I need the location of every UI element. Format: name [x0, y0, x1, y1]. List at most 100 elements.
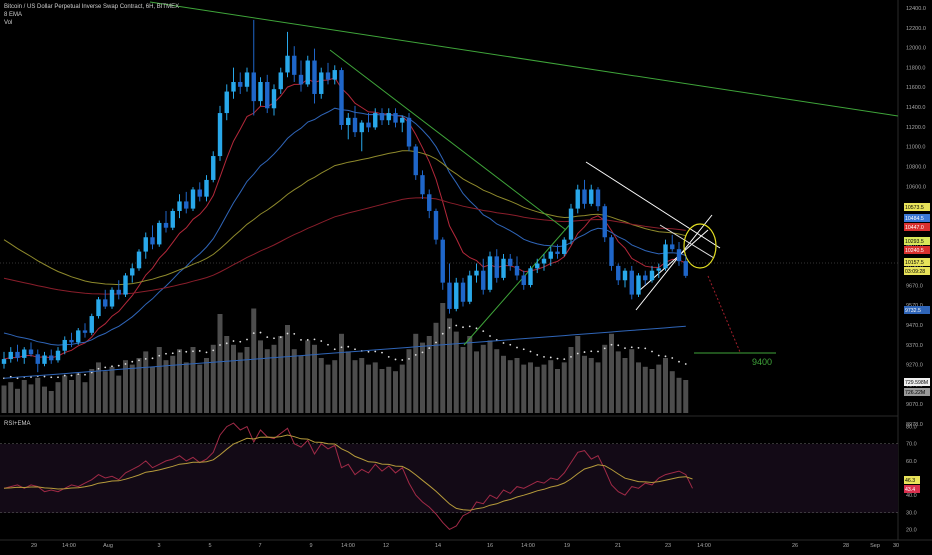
volume-ma-dot [70, 374, 73, 377]
candle-body [535, 263, 540, 269]
rsi-band [0, 444, 898, 513]
candle-body [663, 244, 668, 269]
candle-body [629, 270, 634, 295]
price-marker-label: 10157.5 [905, 260, 924, 266]
volume-bar [359, 358, 365, 413]
candle-body [352, 117, 358, 133]
volume-ma-dot [367, 350, 370, 353]
downtrend-line [329, 49, 567, 231]
volume-ma-dot [489, 335, 491, 337]
candle-body [150, 237, 155, 245]
price-marker-label: 726.22M [905, 390, 925, 396]
volume-bar [555, 369, 560, 413]
volume-bar [366, 364, 371, 413]
volume-ma-dot [475, 327, 478, 330]
volume-bar [305, 340, 311, 413]
volume-ma-dot [448, 326, 451, 329]
volume-ma-dot [468, 325, 471, 328]
volume-ma-dot [185, 350, 188, 353]
volume-bar [602, 344, 608, 413]
volume-bar [285, 325, 290, 413]
price-axis-tick: 10600.0 [906, 184, 926, 190]
volume-bar [35, 377, 41, 413]
candle-body [82, 330, 88, 333]
legend-ema: 8 EMA [4, 12, 23, 18]
candle-body [413, 146, 418, 176]
volume-ma-dot [212, 349, 215, 352]
candle-body [177, 201, 182, 211]
volume-bar [582, 355, 587, 413]
volume-bar [548, 360, 554, 413]
volume-bar [669, 371, 675, 413]
candle-body [562, 239, 567, 254]
candle-body [103, 299, 108, 307]
volume-ma-dot [354, 348, 356, 351]
volume-ma-dot [246, 338, 248, 341]
candle-body [514, 265, 520, 276]
volume-ma-dot [462, 326, 464, 329]
candle-body [55, 350, 61, 361]
volume-ma-dot [252, 332, 255, 335]
price-axis-tick: 11000.0 [906, 145, 925, 151]
volume-bar [42, 386, 47, 413]
volume-ma-dot [111, 365, 113, 368]
price-axis-tick: 9670.0 [906, 283, 923, 289]
time-axis-tick: 28 [843, 543, 849, 549]
volume-ma-dot [266, 336, 269, 338]
price-axis-tick: 9070.0 [906, 402, 923, 408]
candle-body [123, 275, 128, 295]
volume-bar [190, 347, 196, 413]
price-marker-label: 10484.5 [905, 216, 924, 222]
price-marker-label: 10447.0 [905, 225, 924, 231]
volume-ma-dot [151, 357, 154, 360]
time-axis-tick: 3 [157, 543, 160, 549]
price-marker-label: 03:09:28 [905, 269, 925, 275]
rsi-marker-label: 43.4 [905, 487, 915, 493]
candle-body [285, 55, 290, 73]
candle-body [636, 275, 641, 295]
volume-bar [568, 347, 574, 413]
volume-ma-dot [313, 338, 316, 341]
time-axis-tick: Aug [103, 543, 113, 549]
volume-bar [123, 360, 128, 413]
volume-bar [393, 371, 398, 413]
volume-bars [1, 303, 689, 413]
price-marker-bg [904, 258, 930, 266]
price-axis-tick: 9370.0 [906, 343, 923, 349]
rsi-marker-bg [904, 485, 920, 493]
candle-body [420, 175, 425, 195]
volume-ma-dot [347, 345, 350, 348]
rsi-marker-label: 46.3 [905, 478, 915, 484]
rsi-axis-tick: 80.0 [906, 425, 917, 431]
volume-bar [656, 364, 662, 413]
volume-bar [460, 347, 466, 413]
volume-ma-dot [516, 346, 518, 349]
candle-body [541, 258, 547, 264]
volume-ma-dot [131, 360, 134, 363]
candle-body [393, 113, 398, 123]
volume-ma-dot [664, 355, 667, 358]
candle-body [440, 239, 445, 283]
volume-ma-dot [421, 351, 424, 354]
volume-ma-dot [293, 332, 296, 335]
volume-bar [224, 336, 230, 413]
volume-bar [89, 369, 95, 413]
volume-bar [231, 344, 236, 413]
candle-body [332, 70, 337, 80]
volume-bar [96, 362, 101, 413]
annotations: 9400 [752, 357, 772, 367]
volume-ma-dot [570, 355, 572, 358]
volume-bar [82, 382, 88, 413]
rsi-ema-line [3, 434, 693, 511]
price-marker-label: 9732.5 [905, 308, 921, 314]
candle-body [96, 299, 101, 317]
volume-bar [440, 303, 446, 413]
volume-ma-dot [441, 332, 444, 335]
rsi-axis-tick: 60.0 [906, 459, 917, 465]
volume-bar [386, 366, 392, 413]
volume-bar [494, 349, 500, 413]
volume-ma-dot [387, 355, 390, 358]
time-axis-tick: Sep [870, 543, 880, 549]
